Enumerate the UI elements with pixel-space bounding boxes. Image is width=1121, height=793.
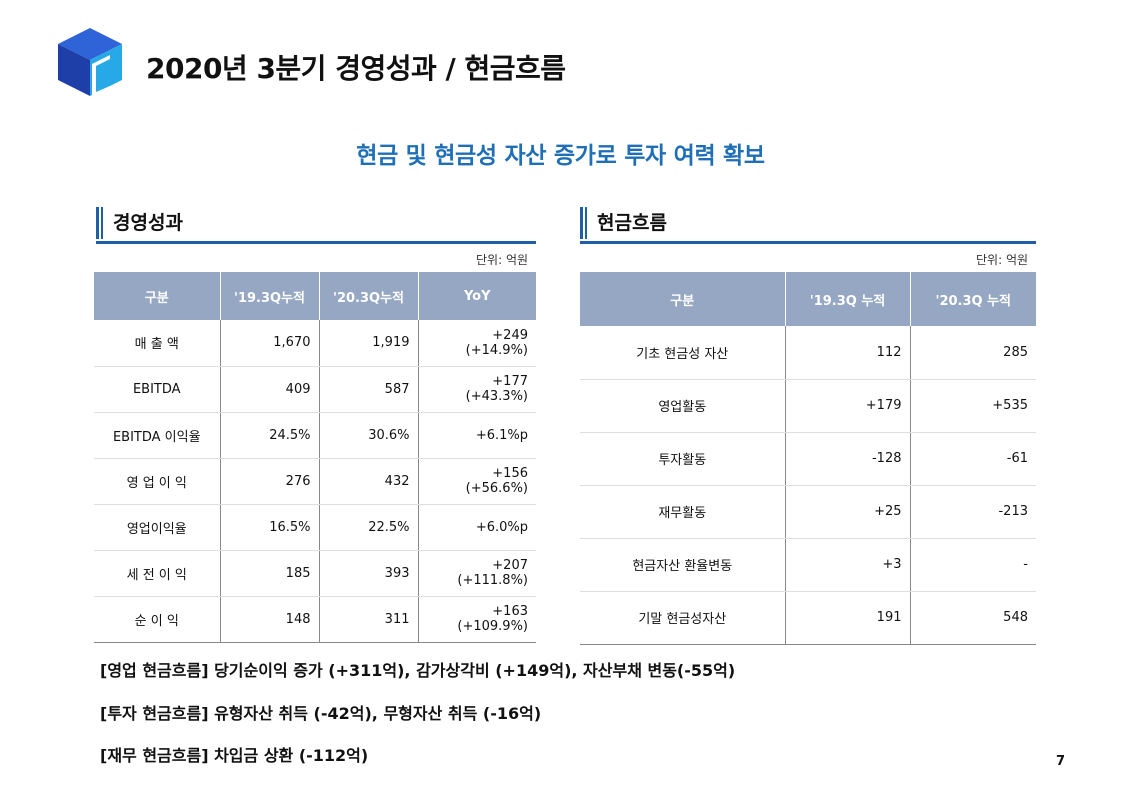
row-label: 영 업 이 익: [94, 458, 221, 505]
column-header: '20.3Q누적: [318, 272, 419, 320]
column-header: '19.3Q 누적: [784, 272, 911, 326]
value-2019: 16.5%: [220, 504, 320, 551]
table-row: 기말 현금성자산 191 548: [580, 591, 1036, 645]
row-label: 매 출 액: [94, 320, 221, 367]
table-row: 세 전 이 익 185 393 +207 (+111.8%): [94, 550, 536, 597]
row-label: 순 이 익: [94, 596, 221, 643]
company-logo-icon: [58, 28, 122, 96]
performance-section-header: 경영성과: [96, 204, 536, 244]
value-2019: 185: [220, 550, 320, 597]
value-2019: 148: [220, 596, 320, 643]
value-2020: 22.5%: [319, 504, 419, 551]
value-2019: 191: [785, 591, 911, 645]
value-2020: -: [910, 538, 1036, 592]
table-row: EBITDA 이익율 24.5% 30.6% +6.1%p: [94, 412, 536, 459]
table-row: 영 업 이 익 276 432 +156 (+56.6%): [94, 458, 536, 505]
value-yoy: +207 (+111.8%): [418, 550, 536, 597]
value-2020: +535: [910, 379, 1036, 433]
column-header: '20.3Q 누적: [909, 272, 1036, 326]
value-yoy: +163 (+109.9%): [418, 596, 536, 643]
row-label: 재무활동: [580, 485, 786, 539]
performance-unit: 단위: 억원: [476, 253, 529, 267]
value-2020: 285: [910, 326, 1036, 380]
row-label: 영업이익율: [94, 504, 221, 551]
value-2020: 393: [319, 550, 419, 597]
cashflow-unit: 단위: 억원: [976, 253, 1029, 267]
page-subtitle: 현금 및 현금성 자산 증가로 투자 여력 확보: [356, 143, 765, 169]
column-header: 구분: [580, 272, 786, 326]
cashflow-table: 구분 '19.3Q 누적 '20.3Q 누적 기초 현금성 자산 112 285…: [580, 272, 1036, 645]
row-label: 영업활동: [580, 379, 786, 433]
performance-table: 구분 '19.3Q누적 '20.3Q누적 YoY 매 출 액 1,670 1,9…: [94, 272, 536, 643]
value-2019: 409: [220, 366, 320, 413]
value-2020: 30.6%: [319, 412, 419, 459]
value-2020: 548: [910, 591, 1036, 645]
row-label: 현금자산 환율변동: [580, 538, 786, 592]
value-2019: 112: [785, 326, 911, 380]
row-label: EBITDA 이익율: [94, 412, 221, 459]
value-yoy: +249 (+14.9%): [418, 320, 536, 367]
operating-cashflow-note: [영업 현금흐름] 당기순이익 증가 (+311억), 감가상각비 (+149억…: [100, 661, 736, 680]
value-yoy: +177 (+43.3%): [418, 366, 536, 413]
value-2019: 1,670: [220, 320, 320, 367]
value-2019: 276: [220, 458, 320, 505]
table-row: 현금자산 환율변동 +3 -: [580, 538, 1036, 592]
row-label: 기말 현금성자산: [580, 591, 786, 645]
value-2019: +179: [785, 379, 911, 433]
row-label: 세 전 이 익: [94, 550, 221, 597]
page-title: 2020년 3분기 경영성과 / 현금흐름: [146, 52, 566, 85]
row-label: 기초 현금성 자산: [580, 326, 786, 380]
cashflow-section-title: 현금흐름: [597, 212, 667, 234]
table-row: EBITDA 409 587 +177 (+43.3%): [94, 366, 536, 413]
section-bar-icon: [96, 207, 106, 239]
column-header: '19.3Q누적: [219, 272, 320, 320]
value-2019: +3: [785, 538, 911, 592]
value-yoy: +6.0%p: [418, 504, 536, 551]
value-2020: 587: [319, 366, 419, 413]
table-row: 기초 현금성 자산 112 285: [580, 326, 1036, 380]
performance-section-title: 경영성과: [113, 212, 183, 234]
financing-cashflow-note: [재무 현금흐름] 차입금 상환 (-112억): [100, 746, 369, 765]
section-bar-icon: [580, 207, 590, 239]
value-2020: -61: [910, 432, 1036, 486]
investing-cashflow-note: [투자 현금흐름] 유형자산 취득 (-42억), 무형자산 취득 (-16억): [100, 704, 542, 723]
table-row: 영업이익율 16.5% 22.5% +6.0%p: [94, 504, 536, 551]
cashflow-section-header: 현금흐름: [580, 204, 1036, 244]
table-row: 매 출 액 1,670 1,919 +249 (+14.9%): [94, 320, 536, 367]
value-2020: 432: [319, 458, 419, 505]
value-2019: 24.5%: [220, 412, 320, 459]
value-2020: -213: [910, 485, 1036, 539]
value-2019: +25: [785, 485, 911, 539]
table-row: 투자활동 -128 -61: [580, 432, 1036, 486]
value-yoy: +6.1%p: [418, 412, 536, 459]
table-row: 순 이 익 148 311 +163 (+109.9%): [94, 596, 536, 643]
table-row: 영업활동 +179 +535: [580, 379, 1036, 433]
row-label: EBITDA: [94, 366, 221, 413]
column-header: YoY: [417, 272, 536, 320]
value-2019: -128: [785, 432, 911, 486]
row-label: 투자활동: [580, 432, 786, 486]
value-2020: 1,919: [319, 320, 419, 367]
column-header: 구분: [94, 272, 221, 320]
table-row: 재무활동 +25 -213: [580, 485, 1036, 539]
value-2020: 311: [319, 596, 419, 643]
value-yoy: +156 (+56.6%): [418, 458, 536, 505]
page-number: 7: [1056, 754, 1066, 769]
